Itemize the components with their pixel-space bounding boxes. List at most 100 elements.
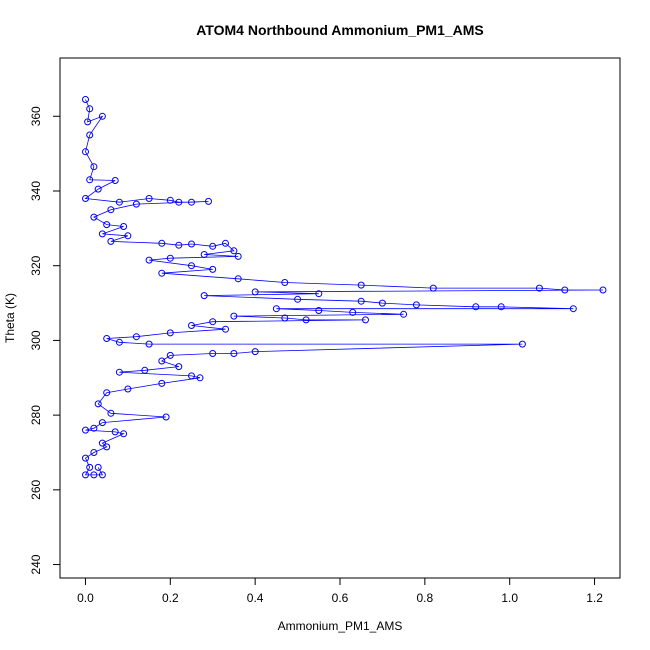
data-point xyxy=(124,385,132,393)
data-point xyxy=(82,426,89,434)
data-point xyxy=(209,265,217,273)
data-point xyxy=(412,301,420,309)
data-point xyxy=(98,471,106,479)
data-point xyxy=(175,198,183,206)
x-tick-label: 0.6 xyxy=(332,591,349,605)
data-point xyxy=(294,295,302,303)
y-tick-label: 340 xyxy=(29,181,43,201)
data-point xyxy=(209,242,217,250)
data-point xyxy=(132,333,140,341)
data-point xyxy=(132,200,140,208)
data-point xyxy=(115,338,123,346)
y-tick-label: 320 xyxy=(29,255,43,275)
data-point xyxy=(166,329,174,337)
data-point xyxy=(400,310,408,318)
data-point xyxy=(107,206,115,214)
data-point xyxy=(82,148,89,156)
data-point xyxy=(175,241,183,249)
data-point xyxy=(166,196,174,204)
data-point xyxy=(103,335,111,342)
data-point xyxy=(188,262,195,270)
data-point xyxy=(158,357,166,365)
data-point xyxy=(94,463,102,471)
x-tick-label: 0.8 xyxy=(417,591,434,605)
data-point xyxy=(82,96,89,103)
y-tick-label: 280 xyxy=(29,405,43,425)
data-point xyxy=(90,424,98,432)
data-point xyxy=(90,213,98,221)
y-axis: 240 260 280 300 320 340 360 xyxy=(29,106,61,575)
series-line xyxy=(84,99,604,476)
data-point xyxy=(84,118,92,126)
data-point xyxy=(188,322,195,329)
data-point xyxy=(98,230,106,238)
data-point xyxy=(103,221,111,229)
data-point xyxy=(120,430,128,438)
data-point xyxy=(222,325,229,333)
data-point xyxy=(86,131,94,139)
data-point xyxy=(86,463,94,471)
data-point xyxy=(82,471,89,479)
data-point xyxy=(82,454,89,462)
data-point xyxy=(124,232,132,240)
data-point xyxy=(107,237,115,245)
chart-title: ATOM4 Northbound Ammonium_PM1_AMS xyxy=(196,22,484,38)
data-point xyxy=(222,239,229,247)
data-point xyxy=(357,281,365,289)
y-axis-label: Theta (K) xyxy=(3,293,17,343)
data-point xyxy=(90,163,98,171)
data-point xyxy=(166,351,174,359)
data-point xyxy=(234,275,242,283)
data-point xyxy=(90,471,98,479)
plot-area xyxy=(82,96,607,479)
x-tick-label: 0.2 xyxy=(162,591,179,605)
data-point xyxy=(115,198,123,206)
y-tick-label: 260 xyxy=(29,480,43,500)
data-point xyxy=(98,439,106,447)
data-point xyxy=(302,316,310,324)
data-point xyxy=(281,279,289,286)
data-point xyxy=(497,303,505,311)
data-point xyxy=(205,197,212,205)
data-point xyxy=(188,240,195,248)
y-tick-label: 300 xyxy=(29,330,43,350)
data-point xyxy=(82,195,89,202)
data-point xyxy=(90,449,98,456)
data-point xyxy=(472,303,480,311)
data-point xyxy=(98,419,106,427)
data-point xyxy=(158,269,166,277)
data-point xyxy=(349,308,357,316)
data-point xyxy=(196,374,204,382)
data-point xyxy=(378,299,386,307)
data-point xyxy=(103,443,111,451)
data-point xyxy=(272,305,280,313)
x-axis: 0.0 0.2 0.4 0.6 0.8 1.0 1.2 xyxy=(77,577,603,605)
data-point xyxy=(120,223,128,230)
data-point xyxy=(230,247,238,255)
x-axis-label: Ammonium_PM1_AMS xyxy=(278,619,403,633)
data-point xyxy=(200,251,208,258)
x-tick-label: 1.0 xyxy=(501,591,518,605)
data-point xyxy=(94,400,102,408)
data-point xyxy=(166,254,174,262)
data-point xyxy=(535,284,543,292)
data-point xyxy=(162,413,170,421)
data-point xyxy=(188,372,195,380)
data-point xyxy=(103,389,111,397)
data-point xyxy=(569,305,577,313)
data-point xyxy=(94,185,102,193)
data-point xyxy=(175,363,183,371)
data-point xyxy=(315,290,323,298)
data-point xyxy=(599,286,607,294)
data-point xyxy=(86,176,94,184)
data-point xyxy=(429,284,437,292)
data-point xyxy=(107,409,115,417)
data-point xyxy=(158,239,166,247)
data-point xyxy=(234,252,242,260)
data-point xyxy=(145,256,153,264)
data-point xyxy=(518,340,526,348)
data-point xyxy=(362,316,369,324)
data-point xyxy=(281,314,289,322)
data-point xyxy=(115,368,123,376)
